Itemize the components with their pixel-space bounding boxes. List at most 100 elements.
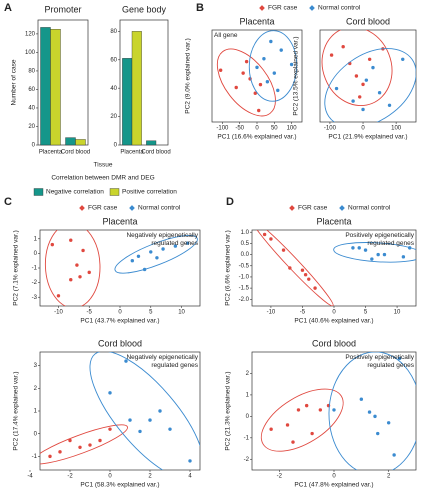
point — [358, 95, 362, 99]
y-tick-label: 0 — [246, 414, 250, 420]
point — [78, 275, 82, 279]
x-tick-label: 0 — [332, 310, 336, 316]
y-tick-label: 1 — [246, 392, 250, 398]
x-tick-label: 0 — [361, 126, 365, 132]
point — [130, 258, 135, 263]
point — [257, 108, 261, 113]
point — [351, 246, 355, 250]
x-tick-label: 2 — [387, 474, 391, 480]
confidence-ellipse — [89, 352, 200, 470]
y-tick-label: 100 — [25, 50, 36, 56]
y-tick-label: 0 — [32, 143, 36, 149]
point — [289, 62, 294, 67]
confidence-ellipse — [44, 230, 101, 306]
chart-title: Gene body — [122, 4, 167, 14]
plot-area — [252, 230, 416, 306]
point — [168, 427, 172, 431]
legend-label: FGR case — [298, 205, 328, 212]
confidence-ellipse — [114, 235, 198, 274]
point — [351, 99, 355, 103]
bar — [146, 140, 157, 146]
annotation: Negatively epigenetically regulated gene… — [126, 232, 198, 247]
x-tick-label: -10 — [267, 310, 276, 316]
point — [279, 48, 283, 52]
legend-label: FGR case — [88, 205, 118, 212]
point — [262, 232, 267, 237]
annotation: All gene — [214, 32, 238, 39]
point — [88, 443, 92, 447]
point — [392, 453, 396, 457]
x-tick-label: -5 — [300, 310, 306, 316]
point — [310, 431, 314, 436]
point — [98, 438, 102, 443]
point — [136, 254, 141, 259]
y-tick-label: 40 — [28, 106, 35, 112]
point — [108, 391, 112, 395]
point — [376, 431, 380, 436]
y-tick-label: 0.5 — [241, 241, 250, 247]
point — [138, 429, 142, 434]
point — [269, 39, 273, 44]
y-axis-label: PC2 (17.4% explained var.) — [13, 371, 20, 450]
y-tick-label: 80 — [28, 69, 35, 75]
point — [281, 248, 286, 252]
y-tick-label: 0.0 — [241, 252, 250, 258]
point — [318, 408, 323, 412]
point — [377, 91, 382, 95]
bar — [122, 58, 133, 146]
plot-area — [321, 30, 416, 122]
x-tick-label: 5 — [149, 310, 153, 316]
point — [265, 80, 270, 84]
point — [376, 252, 380, 257]
y-axis-label: PC2 (9.0% explained var.) — [185, 38, 192, 114]
x-tick-label: -4 — [27, 474, 33, 480]
point — [185, 241, 190, 245]
y-tick-label: -0.5 — [239, 263, 250, 269]
chart-title: Placenta — [316, 216, 351, 226]
x-tick-label: 0 — [332, 474, 336, 480]
point — [69, 238, 73, 242]
point — [357, 246, 361, 250]
point — [329, 53, 334, 57]
y-tick-label: -2 — [32, 280, 38, 286]
point — [313, 286, 317, 290]
legend-title: Correlation between DMR and DEG — [51, 175, 154, 182]
x-tick-label: 0 — [255, 126, 259, 132]
point — [81, 248, 85, 253]
y-axis-label: PC2 (13.5% explained var.) — [293, 36, 300, 115]
x-tick-label: -10 — [54, 310, 63, 316]
confidence-ellipse — [248, 30, 298, 102]
x-tick-label: 0 — [118, 310, 122, 316]
point — [291, 440, 295, 444]
y-tick-label: -1 — [244, 435, 250, 441]
point — [370, 257, 374, 261]
point — [173, 244, 178, 248]
point — [341, 45, 345, 49]
plot-frame — [119, 19, 169, 146]
legend-marker — [259, 5, 265, 11]
point — [334, 86, 339, 91]
point — [155, 256, 159, 260]
x-tick-label: 0 — [108, 474, 112, 480]
bar — [131, 31, 142, 146]
point — [253, 91, 257, 95]
y-tick-label: 0 — [114, 143, 118, 149]
point — [87, 270, 91, 275]
point — [149, 250, 153, 254]
y-tick-label: -3 — [32, 295, 38, 301]
x-axis-label: Tissue — [94, 162, 113, 169]
y-tick-label: -1.5 — [239, 286, 250, 292]
chart-title: Cord blood — [312, 338, 356, 348]
x-tick-label: 2 — [148, 474, 152, 480]
point — [307, 277, 311, 281]
y-tick-label: 2 — [246, 371, 250, 377]
plot-frame — [319, 29, 417, 123]
y-tick-label: 20 — [110, 114, 117, 120]
y-tick-label: 20 — [28, 124, 35, 130]
y-tick-label: 0 — [34, 431, 38, 437]
x-tick-label: 10 — [394, 310, 401, 316]
legend-swatch — [33, 188, 44, 196]
x-axis-label: PC1 (43.7% explained var.) — [80, 318, 159, 325]
y-tick-label: -2 — [244, 457, 250, 463]
bar — [50, 29, 61, 146]
